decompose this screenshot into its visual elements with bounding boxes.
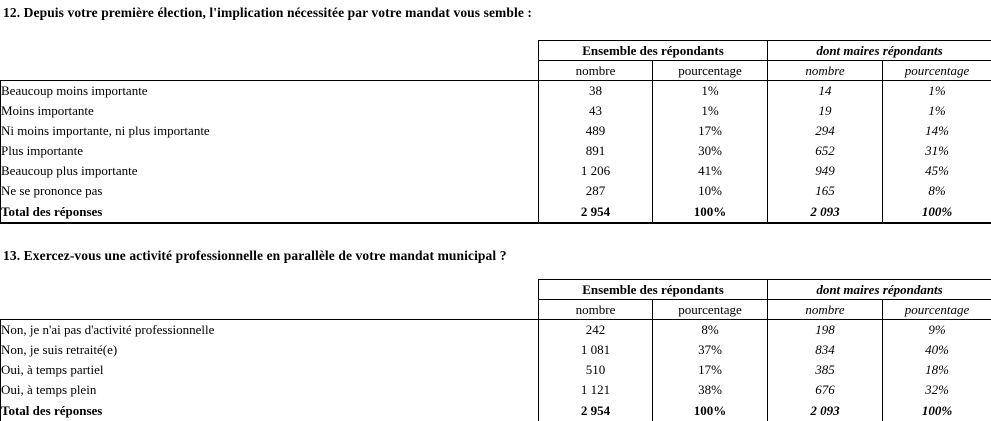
cell-value: 294 <box>767 121 883 141</box>
table-row: Non, je suis retraité(e) 1 081 37% 834 40% <box>0 340 991 360</box>
cell-value: 18% <box>882 360 991 380</box>
cell-value: 1 121 <box>538 380 653 400</box>
group-header-row: Ensemble des répondants dont maires répon… <box>1 279 991 300</box>
column-header-maires-pourcentage: pourcentage <box>882 299 991 320</box>
cell-value: 510 <box>538 360 653 380</box>
cell-value: 8% <box>882 181 991 201</box>
column-header-maires-nombre: nombre <box>767 299 884 320</box>
total-row: Total des réponses 2 954 100% 2 093 100% <box>0 400 991 421</box>
table-row: Ne se prononce pas 287 10% 165 8% <box>0 181 991 201</box>
total-value: 100% <box>651 201 768 224</box>
cell-value: 1% <box>882 80 991 101</box>
cell-value: 949 <box>767 161 883 181</box>
cell-value: 489 <box>538 121 653 141</box>
question-13-section: 13. Exercez-vous une activité profession… <box>0 224 991 421</box>
question-12-title: 12. Depuis votre première élection, l'im… <box>3 5 533 20</box>
cell-value: 385 <box>767 360 883 380</box>
cell-value: 9% <box>882 319 991 340</box>
total-value: 2 954 <box>538 400 653 421</box>
column-header-row: nombre pourcentage nombre pourcentage <box>1 60 991 81</box>
column-header-ensemble-pourcentage: pourcentage <box>651 299 769 320</box>
cell-value: 834 <box>767 340 883 360</box>
cell-value: 1 206 <box>538 161 653 181</box>
table-row: Plus importante 891 30% 652 31% <box>0 141 991 161</box>
group-header-ensemble: Ensemble des répondants <box>537 279 769 300</box>
row-label: Beaucoup moins importante <box>0 80 539 101</box>
row-label: Non, je suis retraité(e) <box>0 340 539 360</box>
cell-value: 8% <box>651 319 768 340</box>
cell-value: 242 <box>538 319 653 340</box>
header-spacer-cell <box>1 280 539 300</box>
cell-value: 31% <box>882 141 991 161</box>
cell-value: 30% <box>651 141 768 161</box>
total-value: 2 093 <box>767 201 883 224</box>
cell-value: 1 081 <box>538 340 653 360</box>
cell-value: 676 <box>767 380 883 400</box>
total-label: Total des réponses <box>0 400 539 421</box>
group-header-maires: dont maires répondants <box>767 40 991 61</box>
cell-value: 891 <box>538 141 653 161</box>
cell-value: 37% <box>651 340 768 360</box>
cell-value: 287 <box>538 181 653 201</box>
cell-value: 19 <box>767 101 883 121</box>
row-label: Moins importante <box>0 101 539 121</box>
column-header-ensemble-nombre: nombre <box>538 299 653 320</box>
header-spacer-cell <box>1 300 539 320</box>
row-label: Plus importante <box>0 141 539 161</box>
cell-value: 14% <box>882 121 991 141</box>
question-12-section: 12. Depuis votre première élection, l'im… <box>0 5 991 224</box>
cell-value: 43 <box>538 101 653 121</box>
table-row: Beaucoup moins importante 38 1% 14 1% <box>0 80 991 101</box>
column-header-ensemble-pourcentage: pourcentage <box>651 60 769 81</box>
total-value: 2 954 <box>538 201 653 224</box>
total-value: 100% <box>882 400 991 421</box>
table-row: Oui, à temps partiel 510 17% 385 18% <box>0 360 991 380</box>
table-row: Ni moins importante, ni plus importante 4… <box>0 121 991 141</box>
cell-value: 1% <box>651 80 768 101</box>
row-label: Ni moins importante, ni plus importante <box>0 121 539 141</box>
cell-value: 38% <box>651 380 768 400</box>
total-value: 100% <box>882 201 991 224</box>
group-header-row: Ensemble des répondants dont maires répon… <box>1 40 991 61</box>
cell-value: 198 <box>767 319 883 340</box>
column-header-maires-nombre: nombre <box>767 60 884 81</box>
cell-value: 17% <box>651 121 768 141</box>
cell-value: 1% <box>882 101 991 121</box>
question-13-title: 13. Exercez-vous une activité profession… <box>3 248 507 263</box>
cell-value: 1% <box>651 101 768 121</box>
cell-value: 652 <box>767 141 883 161</box>
column-header-ensemble-nombre: nombre <box>538 60 653 81</box>
cell-value: 38 <box>538 80 653 101</box>
table-row: Oui, à temps plein 1 121 38% 676 32% <box>0 380 991 400</box>
cell-value: 40% <box>882 340 991 360</box>
cell-value: 45% <box>882 161 991 181</box>
cell-value: 14 <box>767 80 883 101</box>
group-header-maires: dont maires répondants <box>767 279 991 300</box>
total-label: Total des réponses <box>0 201 539 224</box>
header-spacer-cell <box>1 41 539 61</box>
cell-value: 165 <box>767 181 883 201</box>
total-value: 100% <box>651 400 768 421</box>
total-row: Total des réponses 2 954 100% 2 093 100% <box>0 201 991 224</box>
cell-value: 17% <box>651 360 768 380</box>
row-label: Ne se prononce pas <box>0 181 539 201</box>
table-row: Moins importante 43 1% 19 1% <box>0 101 991 121</box>
table-row: Beaucoup plus importante 1 206 41% 949 45% <box>0 161 991 181</box>
row-label: Oui, à temps partiel <box>0 360 539 380</box>
cell-value: 32% <box>882 380 991 400</box>
column-header-maires-pourcentage: pourcentage <box>882 60 991 81</box>
row-label: Non, je n'ai pas d'activité professionne… <box>0 319 539 340</box>
cell-value: 10% <box>651 181 768 201</box>
column-header-row: nombre pourcentage nombre pourcentage <box>1 299 991 320</box>
cell-value: 41% <box>651 161 768 181</box>
row-label: Oui, à temps plein <box>0 380 539 400</box>
header-spacer-cell <box>1 61 539 81</box>
total-value: 2 093 <box>767 400 883 421</box>
question-13-results-table: Ensemble des répondants dont maires répon… <box>0 279 991 421</box>
table-row: Non, je n'ai pas d'activité professionne… <box>0 319 991 340</box>
question-12-results-table: Ensemble des répondants dont maires répon… <box>0 40 991 224</box>
group-header-ensemble: Ensemble des répondants <box>537 40 769 61</box>
row-label: Beaucoup plus importante <box>0 161 539 181</box>
